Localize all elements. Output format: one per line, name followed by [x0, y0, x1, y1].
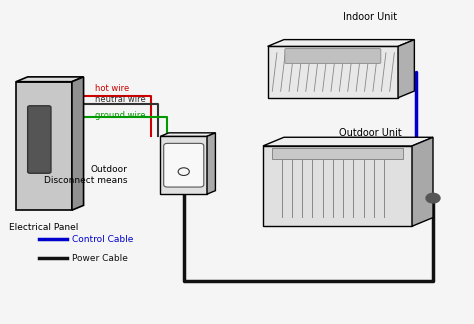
Text: Indoor Unit: Indoor Unit — [343, 12, 397, 22]
Text: Outdoor Unit: Outdoor Unit — [339, 128, 401, 138]
Text: Electrical Panel: Electrical Panel — [9, 223, 79, 232]
FancyBboxPatch shape — [27, 106, 51, 173]
Text: hot wire: hot wire — [95, 84, 129, 93]
FancyBboxPatch shape — [272, 147, 403, 159]
Text: Power Cable: Power Cable — [72, 254, 128, 263]
Text: neutral wire: neutral wire — [95, 95, 146, 104]
Polygon shape — [412, 137, 433, 226]
Polygon shape — [160, 136, 207, 194]
Polygon shape — [398, 40, 414, 98]
FancyBboxPatch shape — [285, 49, 381, 64]
Text: Outdoor
Disconnect means: Outdoor Disconnect means — [45, 165, 128, 185]
Polygon shape — [72, 77, 83, 210]
Polygon shape — [207, 133, 215, 194]
Polygon shape — [16, 82, 72, 210]
Polygon shape — [263, 146, 412, 226]
Text: Control Cable: Control Cable — [72, 235, 133, 244]
Polygon shape — [160, 133, 215, 136]
Polygon shape — [268, 46, 398, 98]
Polygon shape — [263, 137, 433, 146]
Polygon shape — [16, 77, 83, 82]
Text: ground wire: ground wire — [95, 111, 146, 120]
Polygon shape — [268, 40, 414, 46]
Circle shape — [426, 193, 440, 203]
FancyBboxPatch shape — [164, 143, 204, 187]
